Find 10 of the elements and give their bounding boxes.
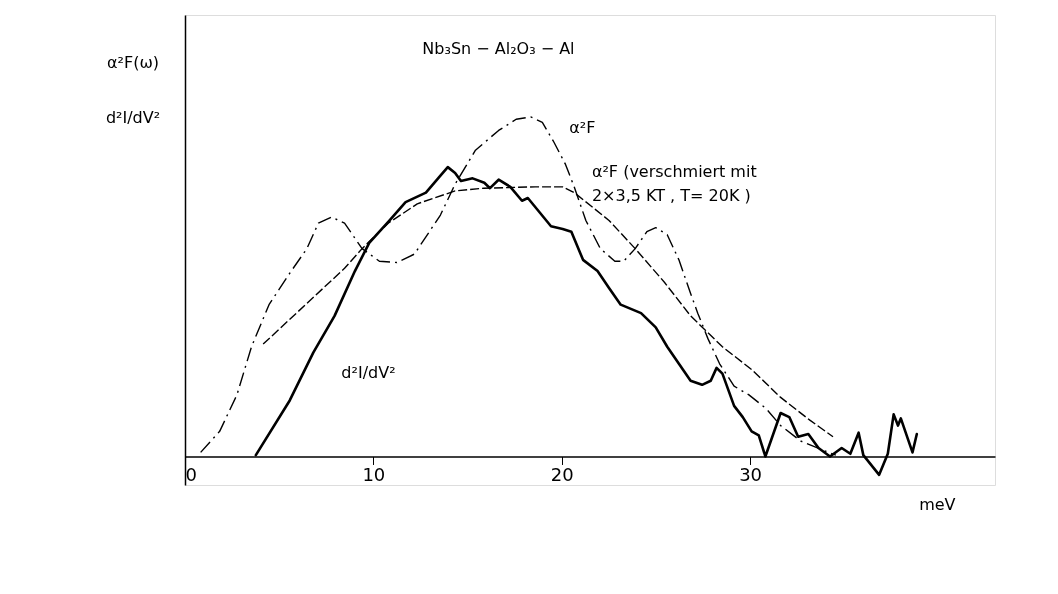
series-label: α²F (verschmiert mit 2×3,5 KT , T= 20K ) bbox=[591, 162, 757, 206]
series-label: d²I/dV² bbox=[341, 362, 396, 382]
series-label: α²F bbox=[569, 118, 596, 138]
x-tick-label: 10 bbox=[362, 463, 386, 485]
x-tick-label: 20 bbox=[550, 463, 574, 485]
text: α²F(ω) d²I/dV² bbox=[105, 53, 161, 127]
x-axis-title: meV bbox=[919, 494, 956, 514]
x-tick-label: 0 bbox=[185, 463, 197, 485]
chart-title: Nb₃Sn − Al₂O₃ − Al bbox=[422, 38, 575, 58]
x-tick-label: 30 bbox=[739, 463, 763, 485]
